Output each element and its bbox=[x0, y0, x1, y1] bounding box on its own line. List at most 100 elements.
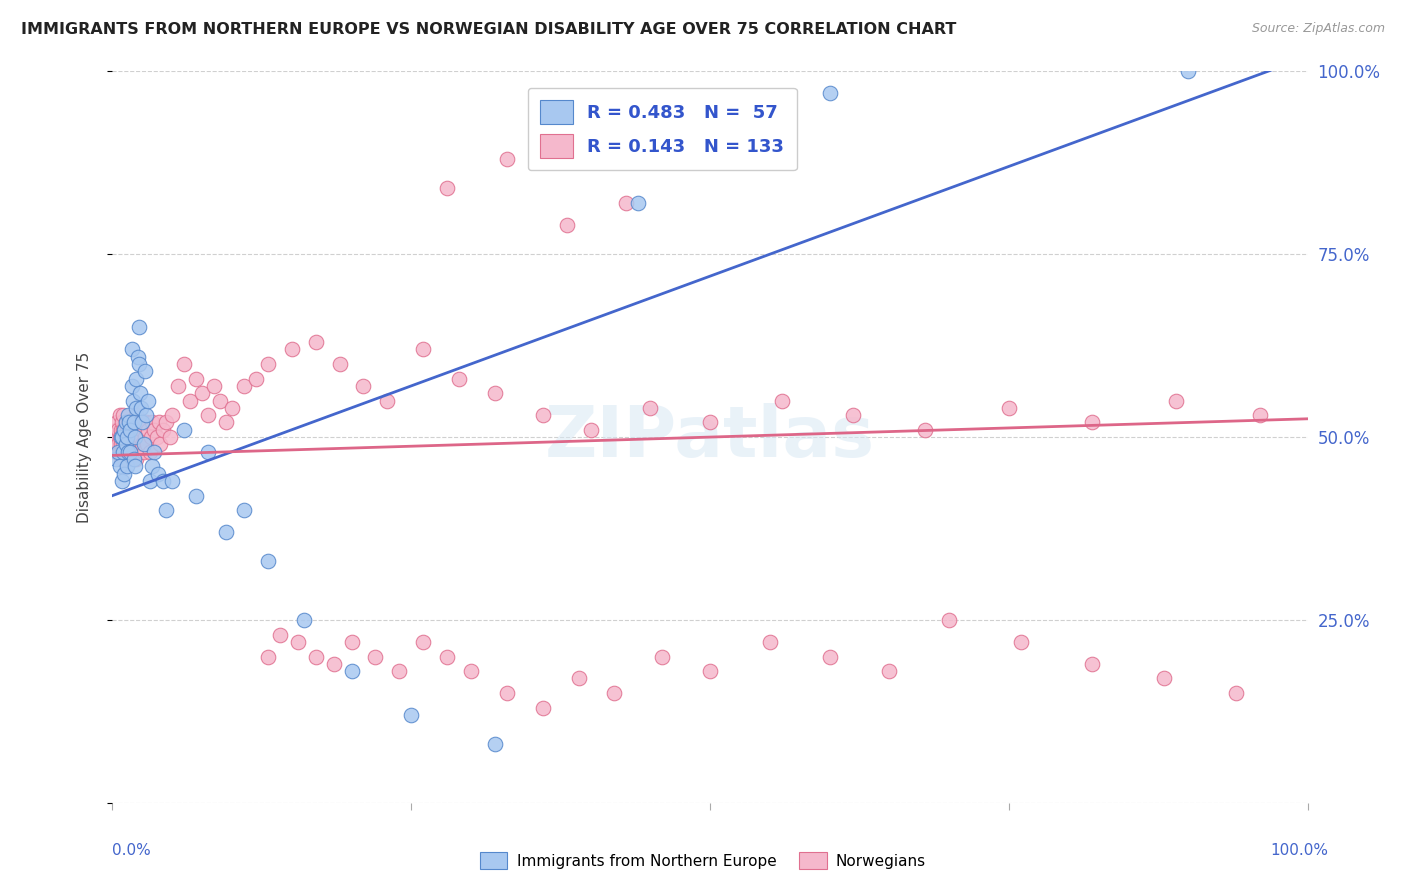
Point bbox=[108, 444, 131, 458]
Point bbox=[215, 416, 238, 430]
Point bbox=[131, 423, 153, 437]
Legend: Immigrants from Northern Europe, Norwegians: Immigrants from Northern Europe, Norwegi… bbox=[474, 846, 932, 875]
Point bbox=[125, 401, 148, 415]
Point bbox=[412, 343, 434, 357]
Point bbox=[818, 87, 841, 101]
Point bbox=[115, 430, 138, 444]
Point bbox=[1010, 635, 1032, 649]
Point bbox=[152, 423, 174, 437]
Point bbox=[112, 444, 135, 458]
Point bbox=[388, 664, 411, 678]
Point bbox=[122, 452, 145, 467]
Point bbox=[138, 393, 160, 408]
Point bbox=[129, 416, 152, 430]
Point bbox=[127, 444, 149, 458]
Point bbox=[173, 357, 195, 371]
Point bbox=[105, 423, 128, 437]
Point bbox=[209, 393, 232, 408]
Point bbox=[107, 437, 129, 451]
Point bbox=[1081, 657, 1104, 671]
Point bbox=[1081, 416, 1104, 430]
Point bbox=[121, 343, 143, 357]
Point bbox=[114, 423, 135, 437]
Point bbox=[125, 452, 148, 467]
Text: IMMIGRANTS FROM NORTHERN EUROPE VS NORWEGIAN DISABILITY AGE OVER 75 CORRELATION : IMMIGRANTS FROM NORTHERN EUROPE VS NORWE… bbox=[21, 22, 956, 37]
Point bbox=[114, 430, 136, 444]
Point bbox=[167, 379, 190, 393]
Point bbox=[127, 423, 149, 437]
Point bbox=[128, 437, 150, 451]
Point bbox=[484, 737, 506, 751]
Point bbox=[117, 430, 139, 444]
Point bbox=[120, 444, 142, 458]
Point bbox=[114, 467, 135, 481]
Point bbox=[305, 649, 328, 664]
Point bbox=[114, 416, 136, 430]
Point bbox=[460, 664, 482, 678]
Point bbox=[340, 664, 363, 678]
Point bbox=[134, 364, 156, 378]
Point bbox=[125, 437, 148, 451]
Point bbox=[110, 452, 132, 467]
Point bbox=[842, 408, 865, 422]
Point bbox=[132, 437, 155, 451]
Point bbox=[257, 357, 280, 371]
Point bbox=[108, 430, 131, 444]
Point bbox=[555, 218, 578, 232]
Point bbox=[579, 423, 602, 437]
Point bbox=[215, 525, 238, 540]
Point bbox=[115, 459, 138, 474]
Text: Source: ZipAtlas.com: Source: ZipAtlas.com bbox=[1251, 22, 1385, 36]
Point bbox=[640, 401, 662, 415]
Point bbox=[118, 416, 141, 430]
Point bbox=[1225, 686, 1247, 700]
Point bbox=[141, 459, 163, 474]
Point bbox=[155, 416, 177, 430]
Point bbox=[110, 437, 132, 451]
Point bbox=[107, 423, 129, 437]
Point bbox=[197, 408, 219, 422]
Point bbox=[132, 444, 155, 458]
Point bbox=[603, 686, 626, 700]
Point bbox=[134, 430, 156, 444]
Point bbox=[412, 635, 434, 649]
Point bbox=[269, 627, 291, 641]
Point bbox=[436, 649, 458, 664]
Point bbox=[122, 437, 145, 451]
Point bbox=[114, 452, 135, 467]
Point bbox=[233, 379, 256, 393]
Point bbox=[340, 635, 363, 649]
Point bbox=[121, 393, 143, 408]
Point bbox=[329, 357, 352, 371]
Point bbox=[186, 489, 208, 503]
Point bbox=[138, 423, 160, 437]
Point bbox=[152, 474, 174, 488]
Point bbox=[1166, 393, 1188, 408]
Point bbox=[112, 437, 135, 451]
Point bbox=[651, 649, 673, 664]
Point bbox=[110, 430, 132, 444]
Point bbox=[131, 437, 153, 451]
Point bbox=[114, 437, 136, 451]
Point bbox=[141, 416, 163, 430]
Point bbox=[114, 416, 136, 430]
Point bbox=[118, 437, 141, 451]
Y-axis label: Disability Age Over 75: Disability Age Over 75 bbox=[77, 351, 91, 523]
Point bbox=[120, 430, 142, 444]
Point bbox=[129, 430, 152, 444]
Point bbox=[128, 357, 150, 371]
Point bbox=[124, 444, 146, 458]
Point bbox=[120, 416, 142, 430]
Point bbox=[120, 423, 142, 437]
Point bbox=[121, 437, 143, 451]
Point bbox=[292, 613, 315, 627]
Point bbox=[436, 181, 458, 195]
Point bbox=[129, 444, 152, 458]
Point bbox=[139, 430, 162, 444]
Point bbox=[111, 474, 134, 488]
Text: ZIPatlas: ZIPatlas bbox=[546, 402, 875, 472]
Point bbox=[125, 371, 148, 385]
Point bbox=[105, 452, 128, 467]
Point bbox=[197, 444, 219, 458]
Point bbox=[496, 152, 519, 166]
